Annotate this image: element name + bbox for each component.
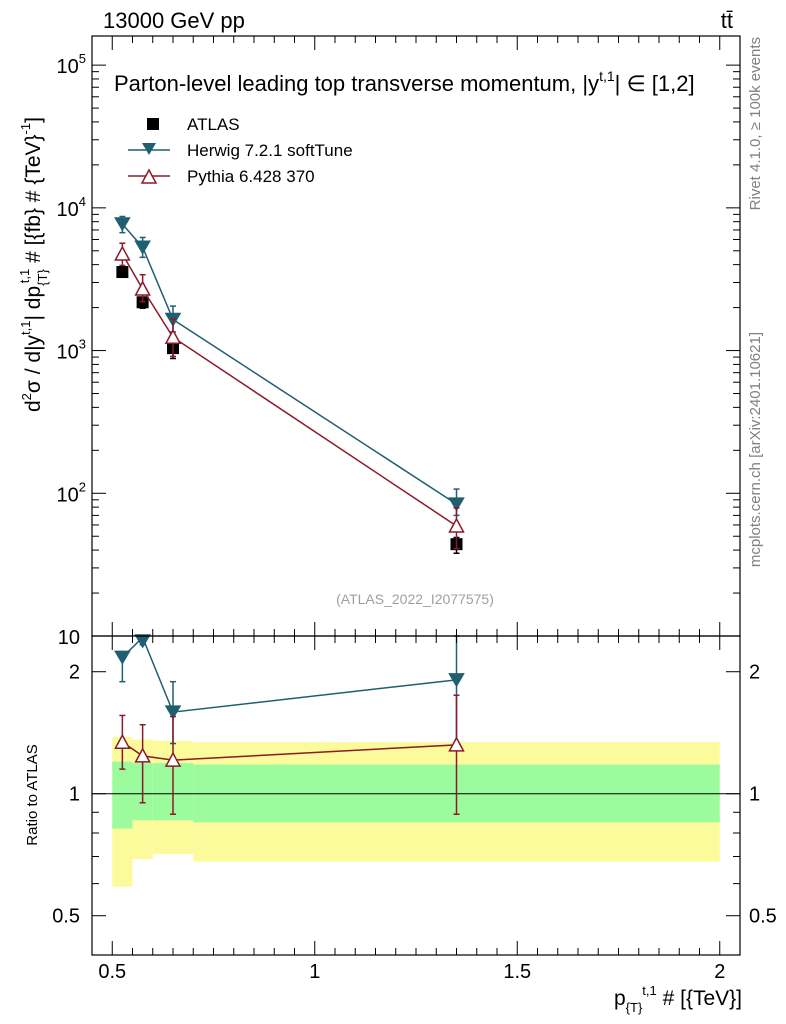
ratio-point-0-1: [134, 634, 151, 649]
ylabel-part: -1: [18, 123, 33, 135]
ratio-point-0-2: [164, 705, 182, 720]
main-point-1-3: [448, 497, 465, 512]
ylabel-part: σ / d|y: [22, 334, 45, 393]
ylabel-part: 2: [19, 393, 34, 400]
process-label: tt̄: [721, 8, 733, 33]
mcplots-label: mcplots.cern.ch [arXiv:2401.10621]: [747, 332, 764, 567]
ratio-y-tick-label-right: 1: [749, 784, 760, 806]
main-y-tick-base: 10: [58, 627, 80, 649]
ylabel-part: {T}: [35, 269, 50, 286]
ratio-point-1-3: [448, 736, 465, 752]
main-y-tick-exponent: 2: [79, 479, 86, 494]
main-point-2-3: [448, 517, 465, 533]
main-y-tick-base: 10: [57, 56, 79, 78]
main-point-1-0: [114, 217, 131, 232]
main-y-axis-title: d2σ / d|yt,1| dp{T}t,1 # [{fb} # {TeV}-1…: [17, 117, 50, 412]
main-point-2-1: [134, 280, 151, 296]
main-point-2-0: [114, 245, 131, 261]
legend-atlas-marker: [147, 118, 159, 130]
ratio-y-tick-label-right: 2: [749, 662, 760, 684]
title-tail: | ∈ [1,2]: [615, 71, 695, 96]
ratio-y-tick-label: 0.5: [52, 906, 80, 928]
ratio-y-tick-label: 2: [69, 662, 80, 684]
legend-pythia-marker: [140, 168, 158, 184]
main-y-tick-exponent: 4: [79, 194, 86, 209]
main-point-atlas-0: [116, 266, 129, 279]
analysis-watermark: (ATLAS_2022_I2077575): [336, 591, 494, 607]
ratio-panel-series: [114, 634, 465, 815]
title-text: Parton-level leading top transverse mome…: [114, 71, 599, 96]
x-tick-label: 0.5: [98, 961, 126, 983]
ratio-point-0-0: [114, 650, 131, 665]
main-y-tick-label: 103: [57, 337, 86, 364]
legend: ATLAS Herwig 7.2.1 softTune Pythia 6.428…: [128, 115, 353, 186]
ylabel-part: # [{fb} # {TeV}: [22, 134, 45, 268]
legend-herwig-label: Herwig 7.2.1 softTune: [187, 141, 353, 160]
ylabel-part: ]: [22, 117, 45, 123]
ylabel-part: d: [22, 400, 45, 412]
ratio-line-0: [121, 636, 457, 713]
xlabel-part: t,1: [642, 983, 656, 998]
main-panel-series: [114, 215, 465, 555]
main-y-tick-label: 105: [57, 51, 86, 78]
rivet-version-label: Rivet 4.1.0, ≥ 100k events: [747, 37, 764, 210]
legend-pythia-label: Pythia 6.428 370: [187, 167, 315, 186]
main-y-tick-base: 10: [57, 199, 79, 221]
main-point-1-1: [134, 240, 151, 255]
x-tick-label: 1: [309, 961, 320, 983]
main-line-2: [121, 253, 457, 527]
title-superscript: t,1: [599, 68, 615, 84]
inner-band-0: [112, 761, 133, 829]
ylabel-part: | dp: [22, 286, 45, 321]
ratio-point-1-1: [134, 747, 151, 763]
main-y-tick-label: 104: [57, 194, 86, 221]
xlabel-part: p: [614, 987, 626, 1010]
main-plot-title: Parton-level leading top transverse mome…: [114, 68, 695, 96]
main-y-tick-base: 10: [57, 484, 79, 506]
ratio-uncertainty-bands: [112, 737, 720, 887]
x-tick-label: 1.5: [503, 961, 531, 983]
ratio-y-tick-label: 1: [69, 784, 80, 806]
xlabel-part: # [{TeV}]: [657, 987, 742, 1010]
x-tick-label: 2: [714, 961, 725, 983]
ratio-point-1-0: [114, 733, 131, 749]
main-y-tick-exponent: 5: [79, 51, 86, 66]
ratio-line-1: [121, 741, 457, 761]
main-y-tick-base: 10: [57, 342, 79, 364]
energy-label: 13000 GeV pp: [103, 8, 245, 33]
ylabel-part: t,1: [17, 269, 32, 283]
ratio-y-axis-title: Ratio to ATLAS: [24, 744, 41, 845]
ratio-point-0-3: [448, 673, 465, 688]
main-y-tick-label: 10: [58, 627, 80, 649]
main-y-tick-exponent: 3: [79, 337, 86, 352]
legend-atlas-label: ATLAS: [187, 115, 240, 134]
xlabel-part: {T}: [626, 1000, 643, 1015]
x-axis-title: p{T} t,1 # [{TeV}]: [614, 983, 742, 1015]
main-line-1: [121, 223, 457, 505]
ratio-y-tick-label-right: 0.5: [749, 906, 777, 928]
main-y-tick-label: 102: [57, 479, 86, 506]
ratio-point-1-2: [164, 751, 182, 767]
main-point-2-2: [164, 328, 182, 344]
legend-herwig-marker: [142, 143, 156, 155]
ylabel-part: t,1: [18, 321, 33, 335]
